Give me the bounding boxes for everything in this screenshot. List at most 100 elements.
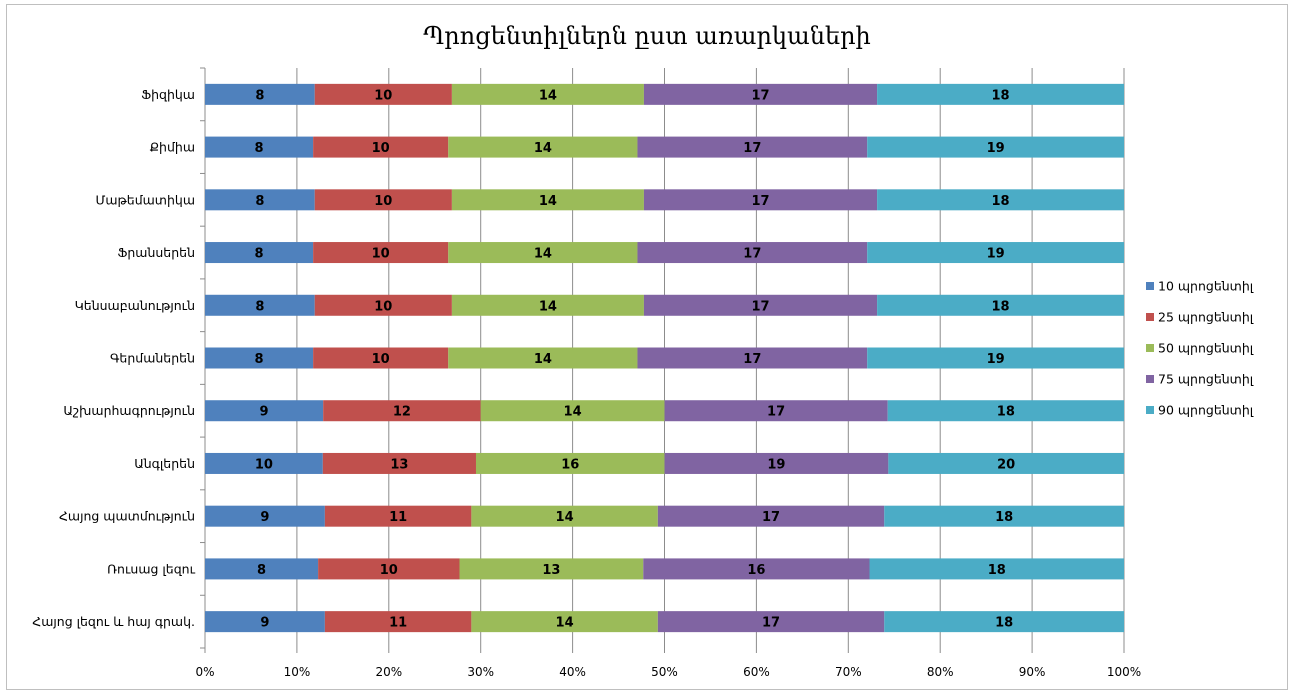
bar-segment (471, 611, 658, 633)
data-label: 10 (372, 141, 390, 156)
data-label: 17 (767, 405, 785, 420)
x-tick-label: 60% (743, 665, 770, 679)
bar-segment (314, 294, 452, 316)
x-tick-label: 10% (284, 665, 311, 679)
legend-swatch (1146, 375, 1154, 383)
category-label: Քիմիա (150, 140, 195, 155)
bar-segment (205, 611, 325, 633)
bar-segment (643, 189, 878, 211)
data-label: 13 (542, 563, 560, 578)
legend-swatch (1146, 406, 1154, 414)
data-label: 11 (389, 616, 407, 631)
data-label: 14 (564, 405, 582, 420)
data-label: 13 (390, 457, 408, 472)
data-label: 10 (372, 352, 390, 367)
bar-segment (643, 294, 878, 316)
data-label: 8 (255, 194, 264, 209)
data-label: 18 (992, 299, 1010, 314)
bar-segment (664, 400, 888, 422)
data-label: 18 (995, 616, 1013, 631)
bar-segment (664, 452, 889, 474)
legend-swatch (1146, 282, 1154, 290)
data-label: 9 (260, 616, 269, 631)
bar-segment (643, 558, 870, 580)
bar-segment (643, 83, 878, 105)
data-label: 8 (255, 352, 264, 367)
data-label: 14 (556, 510, 574, 525)
bar-segment (314, 189, 452, 211)
category-label: Հայոց լեզու և հայ գրակ. (32, 614, 195, 629)
category-label: Աշխարհագրություն (63, 403, 195, 418)
bar-segment (313, 242, 449, 264)
bar-segment (480, 400, 665, 422)
data-label: 14 (539, 88, 557, 103)
bar-segment (324, 611, 472, 633)
category-label: Կենսաբանություն (75, 298, 195, 313)
bar-segment (884, 611, 1124, 633)
bar-segment (448, 347, 638, 369)
data-label: 9 (260, 510, 269, 525)
x-tick-label: 80% (927, 665, 954, 679)
data-label: 19 (987, 141, 1005, 156)
bar-segment (637, 136, 868, 158)
category-label: Մաթեմատիկա (95, 192, 195, 207)
data-label: 14 (534, 352, 552, 367)
data-label: 17 (762, 616, 780, 631)
bar-segment (471, 505, 658, 527)
x-tick-label: 30% (467, 665, 494, 679)
data-label: 8 (255, 88, 264, 103)
legend-entry: 50 պրոցենտիլ (1158, 341, 1254, 356)
data-label: 18 (992, 88, 1010, 103)
x-tick-label: 0% (195, 665, 214, 679)
data-label: 17 (762, 510, 780, 525)
bar-segment (205, 242, 314, 264)
data-label: 12 (393, 405, 411, 420)
data-label: 18 (992, 194, 1010, 209)
bar-segment (867, 136, 1124, 158)
data-label: 14 (534, 247, 552, 262)
bar-segment (867, 242, 1124, 264)
data-label: 20 (997, 457, 1015, 472)
bar-segment (205, 83, 315, 105)
bar-segment (887, 400, 1124, 422)
data-label: 17 (751, 194, 769, 209)
bar-segment (451, 83, 644, 105)
legend-entry: 75 պրոցենտիլ (1158, 372, 1254, 387)
x-tick-label: 40% (559, 665, 586, 679)
bar-segment (322, 452, 476, 474)
bar-segment (869, 558, 1124, 580)
chart-title: Պրոցենտիլներն ըստ առարկաների (423, 22, 871, 50)
data-label: 9 (260, 405, 269, 420)
data-label: 10 (372, 247, 390, 262)
bar-segment (323, 400, 481, 422)
legend-swatch (1146, 313, 1154, 321)
bar-segment (448, 136, 638, 158)
bar-segment (448, 242, 638, 264)
data-label: 10 (374, 88, 392, 103)
bar-segment (205, 136, 314, 158)
data-label: 8 (255, 299, 264, 314)
bar-segment (451, 294, 644, 316)
x-tick-label: 100% (1107, 665, 1141, 679)
category-label: Հայոց պատմություն (59, 509, 195, 524)
bar-segment (657, 611, 885, 633)
data-label: 10 (380, 563, 398, 578)
data-label: 19 (987, 352, 1005, 367)
bar-segment (314, 83, 452, 105)
bar-segment (205, 294, 315, 316)
category-label: Անգլերեն (134, 456, 195, 471)
data-label: 16 (561, 457, 579, 472)
data-label: 17 (751, 299, 769, 314)
x-tick-label: 20% (375, 665, 402, 679)
bar-segment (475, 452, 665, 474)
bar-segment (867, 347, 1124, 369)
data-label: 11 (389, 510, 407, 525)
bar-segment (637, 347, 868, 369)
bar-segment (657, 505, 885, 527)
x-tick-label: 50% (651, 665, 678, 679)
bar-segment (205, 558, 319, 580)
bar-segment (451, 189, 644, 211)
bar-segment (877, 83, 1124, 105)
category-label: Գերմաներեն (110, 351, 195, 366)
